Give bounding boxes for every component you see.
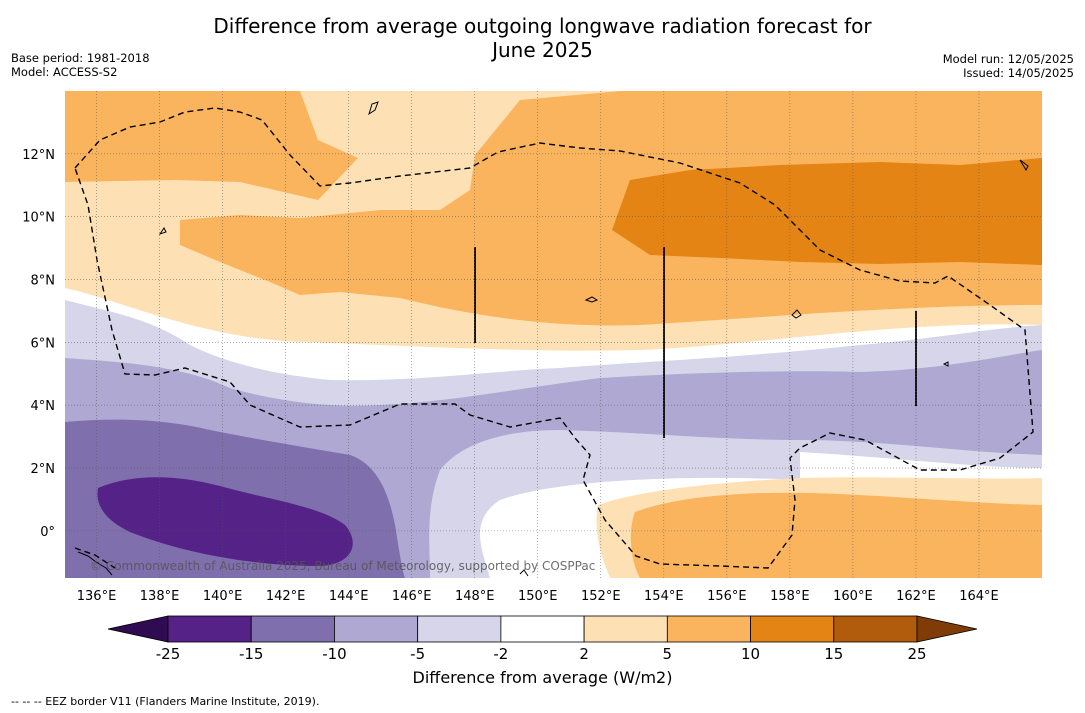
lon-tick-label: 158°E [770,589,810,604]
colorbar-tick-label: 15 [824,645,843,663]
lon-tick-label: 164°E [959,589,999,604]
island-outline [158,227,167,235]
lat-tick-label: 4°N [31,399,56,414]
lat-tick-label: 8°N [31,274,56,289]
lon-tick-label: 140°E [203,589,243,604]
colorbar-extend-low [107,615,169,643]
island-outline [584,296,599,303]
lat-tick-label: 10°N [22,211,55,226]
island-outline [77,551,113,576]
lon-tick-label: 150°E [518,589,558,604]
colorbar-tick-label: 10 [741,645,760,663]
lat-tick-label: 6°N [31,336,56,351]
lon-tick-label: 142°E [266,589,306,604]
lon-tick-label: 156°E [707,589,747,604]
lon-tick-label: 154°E [644,589,684,604]
model-run-label: Model run: 12/05/2025 [942,52,1074,66]
lon-tick-label: 146°E [392,589,432,604]
colorbar-extend-high [916,615,978,643]
colorbar-tick-label: -5 [410,645,425,663]
island-outline [519,569,529,577]
colorbar-tick-label: -2 [493,645,508,663]
island-outline [1019,159,1029,172]
model-label: Model: ACCESS-S2 [11,65,118,79]
colorbar-tick-label: 5 [663,645,673,663]
meta-left: Base period: 1981-2018 Model: ACCESS-S2 [11,51,150,79]
colorbar-segment [750,615,835,643]
lat-tick-labels: 0° 2°N 4°N 6°N 8°N 10°N 12°N [22,148,55,540]
lon-tick-label: 136°E [77,589,117,604]
colorbar: -25 -15 -10 -5 -2 2 5 10 15 25 [107,615,978,663]
band-5-to-10-south [630,492,1042,578]
copyright-text: © Commonwealth of Australia 2025, Bureau… [90,559,595,573]
island-outline [942,361,949,367]
colorbar-segment [833,615,918,643]
eez-border-west [74,107,1034,569]
title-line-1: Difference from average outgoing longwav… [213,14,872,38]
issued-label: Issued: 14/05/2025 [963,66,1074,80]
lat-tick-label: 2°N [31,462,56,477]
island-outline [791,309,802,319]
colorbar-segment [417,615,502,643]
eez-border-sw [74,547,116,569]
lon-tick-label: 148°E [455,589,495,604]
base-period-label: Base period: 1981-2018 [11,51,150,65]
colorbar-segment [334,615,419,643]
gridlines [65,91,1042,578]
lon-tick-label: 162°E [896,589,936,604]
lon-tick-labels: 136°E 138°E 140°E 142°E 144°E 146°E 148°E 150°E… [77,589,999,604]
colorbar-segment [167,615,252,643]
band-5-to-10-north [65,91,358,200]
lat-tick-label: 0° [40,525,55,540]
band-5-to-10-central [180,91,1042,326]
colorbar-tick-label: 25 [907,645,926,663]
colorbar-tick-label: -10 [322,645,347,663]
lon-tick-label: 152°E [581,589,621,604]
colorbar-tick-label: -15 [239,645,264,663]
lon-tick-label: 160°E [833,589,873,604]
colorbar-label: Difference from average (W/m2) [412,668,673,687]
band-10-to-15-north [612,158,1042,265]
lon-tick-label: 138°E [140,589,180,604]
colorbar-segment [583,615,668,643]
lat-tick-label: 12°N [22,148,55,163]
island-outline [368,101,379,116]
colorbar-tick-label: 2 [579,645,589,663]
title-line-2: June 2025 [492,38,593,62]
map-fields [65,91,1042,578]
colorbar-segment [250,615,335,643]
colorbar-tick-label: -25 [156,645,181,663]
map-title: Difference from average outgoing longwav… [0,14,1085,62]
band-minus15-to-minus25 [97,477,353,566]
eez-footnote: -- -- -- EEZ border V11 (Flanders Marine… [11,695,320,708]
colorbar-segment [666,615,751,643]
meta-right: Model run: 12/05/2025 Issued: 14/05/2025 [943,52,1074,80]
colorbar-segment [500,615,585,643]
lon-tick-label: 144°E [329,589,369,604]
